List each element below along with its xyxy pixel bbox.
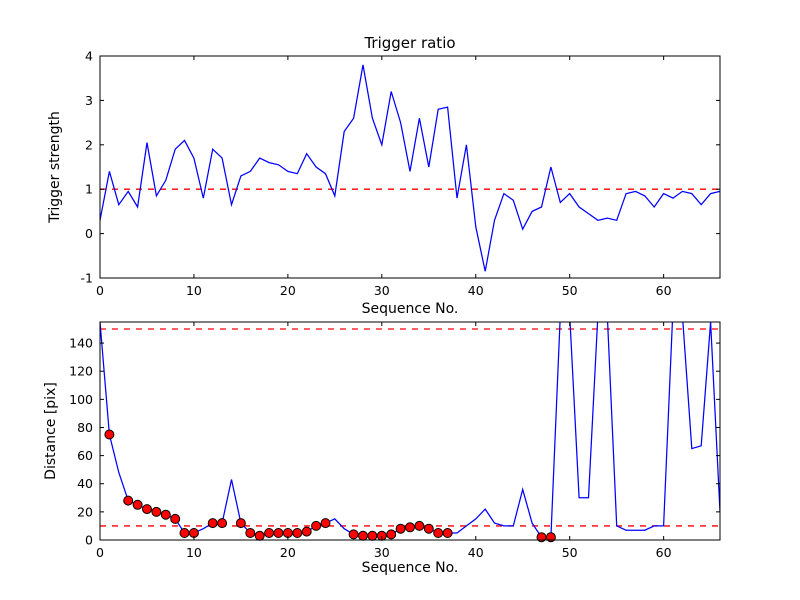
x-tick-label: 30 [374,283,390,298]
x-tick-label: 50 [562,283,578,298]
y-tick-label: 0 [85,226,93,241]
y-tick-label: 4 [85,49,93,64]
data-marker [348,529,359,540]
data-marker [395,523,406,534]
data-marker [160,509,171,520]
x-tick-label: 60 [656,283,672,298]
data-marker [245,528,256,538]
y-tick-label: 80 [77,420,93,435]
data-marker [264,528,275,538]
y-tick-label: 100 [69,392,93,407]
data-line [100,322,720,538]
x-tick-label: 60 [656,545,672,560]
chart-title: Trigger ratio [364,34,456,52]
x-tick-label: 40 [468,545,484,560]
y-tick-label: 0 [85,533,93,548]
data-marker [292,528,303,538]
y-tick-label: -1 [81,271,93,286]
data-marker [132,499,143,510]
data-marker [301,526,312,537]
data-marker [311,520,322,531]
x-tick-label: 10 [186,283,202,298]
bottom-x-axis-label: Sequence No. [361,560,459,576]
y-tick-label: 40 [77,476,93,491]
y-tick-label: 2 [85,137,93,152]
data-marker [273,528,284,538]
top-x-axis-label: Sequence No. [361,301,459,317]
data-marker [179,528,190,538]
data-marker [367,530,378,541]
y-tick-label: 3 [85,93,93,108]
data-marker [423,523,434,534]
data-marker [358,530,368,541]
subplot-1: 0 10 20 30 40 50 60 0 20 40 60 80 100 120 140 [69,321,721,560]
data-marker [414,520,425,531]
x-tick-label: 20 [280,283,296,298]
y-tick-label: 20 [77,504,93,519]
y-tick-label: 140 [69,336,93,351]
y-tick-label: 120 [69,364,93,379]
axes-frame [99,321,721,541]
y-tick-label: 60 [77,448,93,463]
data-marker [142,504,152,515]
x-tick-label: 0 [96,283,104,298]
x-tick-label: 0 [96,545,104,560]
x-tick-label: 50 [562,545,578,560]
data-marker [320,518,331,529]
y-tick-label: 1 [85,182,93,197]
x-tick-label: 10 [186,545,202,560]
data-marker [104,429,115,440]
top-y-axis-label: Trigger strength [47,111,63,223]
x-tick-label: 30 [374,545,390,560]
data-marker [207,518,218,529]
axes-frame [99,55,721,279]
data-marker [235,518,246,529]
x-tick-label: 40 [468,283,484,298]
data-marker [170,513,181,524]
data-marker [405,522,415,533]
data-marker [254,530,265,541]
data-marker [433,528,444,538]
data-marker [545,532,556,543]
bottom-y-axis-label: Distance [pix] [43,382,59,480]
data-marker [123,495,134,506]
data-marker [151,506,162,517]
data-marker [442,528,453,538]
data-marker [217,518,228,529]
data-line [100,64,720,272]
data-marker [386,529,397,540]
x-tick-label: 20 [280,545,296,560]
